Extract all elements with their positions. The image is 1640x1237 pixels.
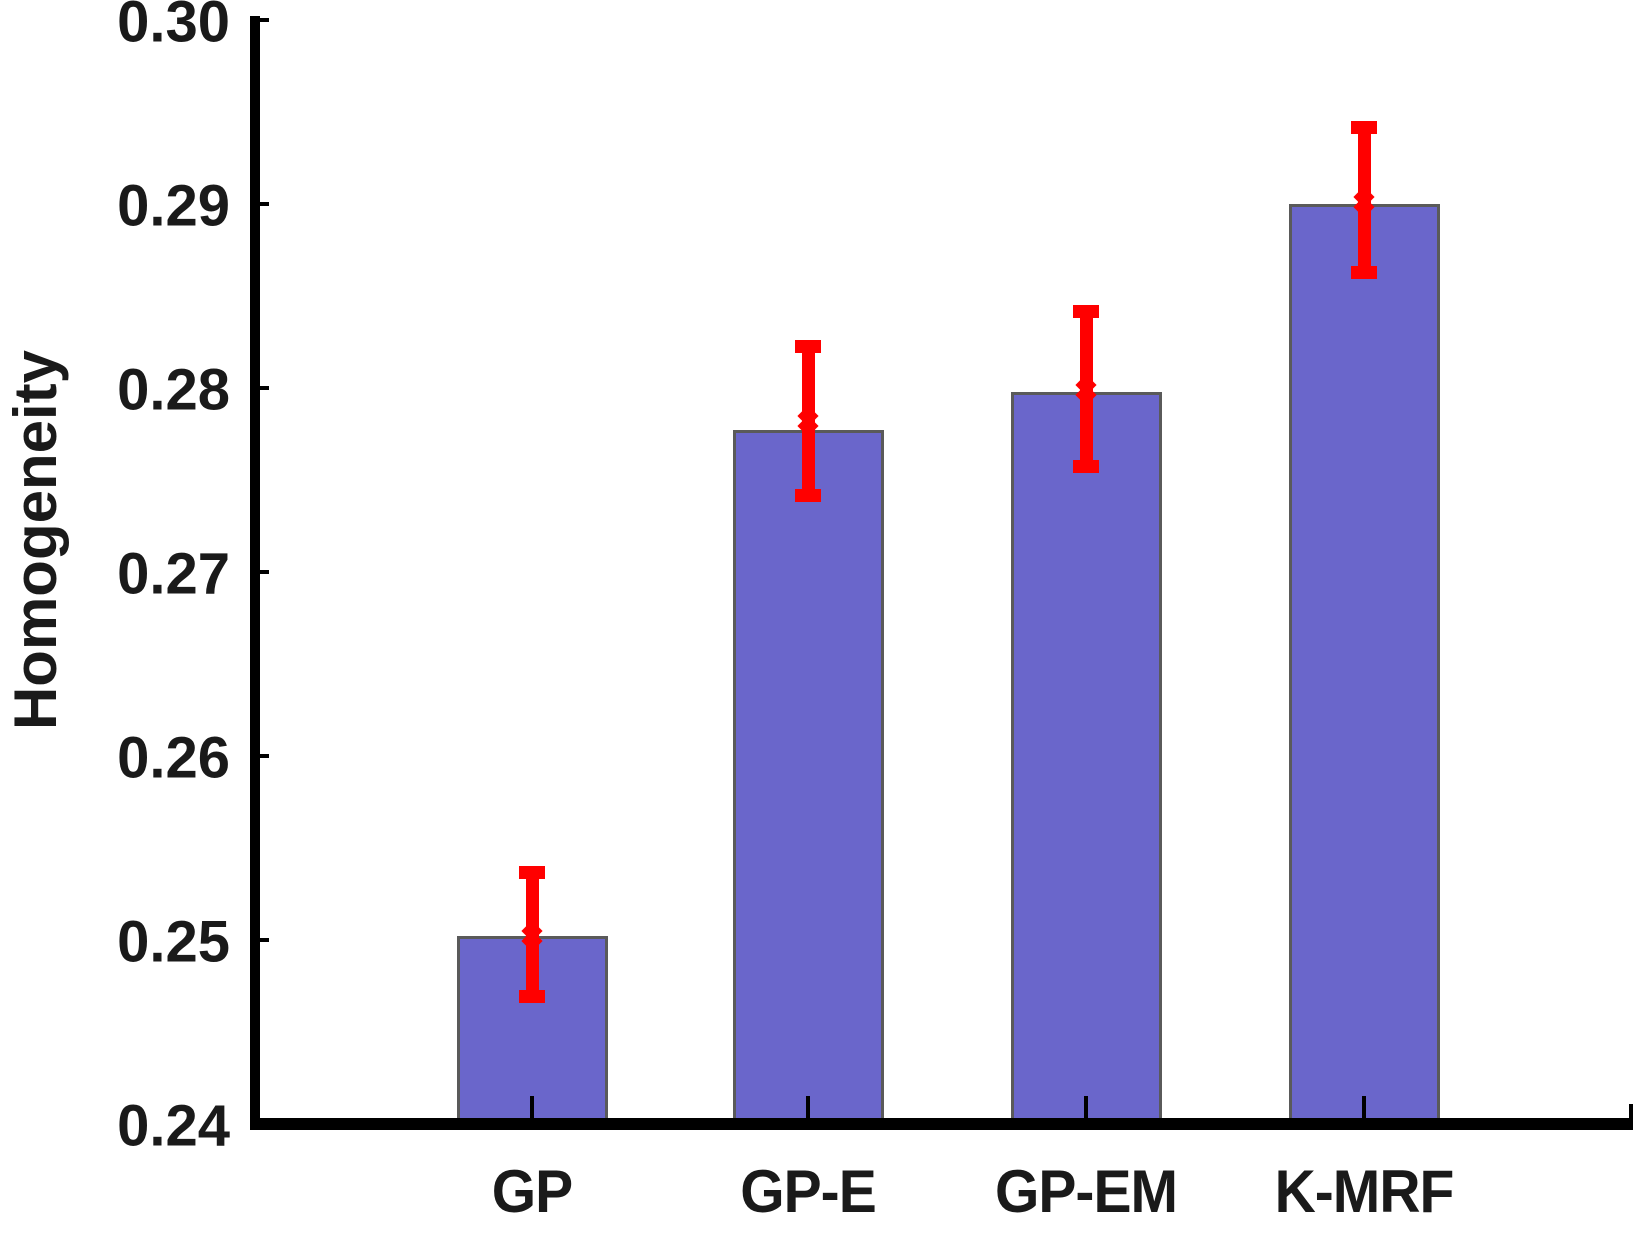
x-axis-label: GP-EM bbox=[994, 1158, 1178, 1225]
y-tick-label: 0.30 bbox=[117, 0, 230, 55]
x-axis-line bbox=[250, 1118, 1633, 1130]
error-bar-cap-bottom bbox=[1351, 266, 1377, 280]
y-tick-label: 0.24 bbox=[117, 1093, 230, 1159]
error-bar-cap-bottom bbox=[519, 989, 545, 1003]
y-tick bbox=[260, 18, 269, 22]
error-bar-cap-top bbox=[1351, 121, 1377, 135]
y-tick-label: 0.27 bbox=[117, 541, 230, 607]
y-tick-label: 0.26 bbox=[117, 725, 230, 791]
y-tick-label: 0.25 bbox=[117, 909, 230, 975]
x-tick bbox=[1084, 1096, 1088, 1118]
x-axis-end-tick bbox=[1629, 1104, 1633, 1120]
x-tick bbox=[1362, 1096, 1366, 1118]
x-axis-label: K-MRF bbox=[1274, 1158, 1455, 1225]
bar bbox=[1288, 204, 1440, 1122]
bar bbox=[732, 430, 884, 1122]
bar bbox=[1010, 391, 1162, 1122]
x-tick bbox=[530, 1096, 534, 1118]
x-axis-label: GP-E bbox=[740, 1158, 877, 1225]
error-bar-cap-bottom bbox=[795, 489, 821, 503]
y-tick-label: 0.29 bbox=[117, 173, 230, 239]
x-tick bbox=[806, 1096, 810, 1118]
x-axis-label: GP bbox=[491, 1158, 573, 1225]
y-tick bbox=[260, 202, 269, 206]
y-tick bbox=[260, 570, 269, 574]
y-tick bbox=[260, 938, 269, 942]
error-bar-cap-top bbox=[1073, 305, 1099, 319]
error-bar-cap-bottom bbox=[1073, 459, 1099, 473]
y-tick bbox=[260, 754, 269, 758]
error-bar-cap-top bbox=[795, 340, 821, 354]
y-tick bbox=[260, 386, 269, 390]
error-bar-cap-top bbox=[519, 866, 545, 880]
y-axis-line bbox=[250, 16, 260, 1130]
y-tick-label: 0.28 bbox=[117, 357, 230, 423]
